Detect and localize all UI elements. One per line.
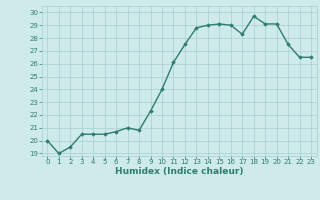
X-axis label: Humidex (Indice chaleur): Humidex (Indice chaleur) — [115, 167, 244, 176]
